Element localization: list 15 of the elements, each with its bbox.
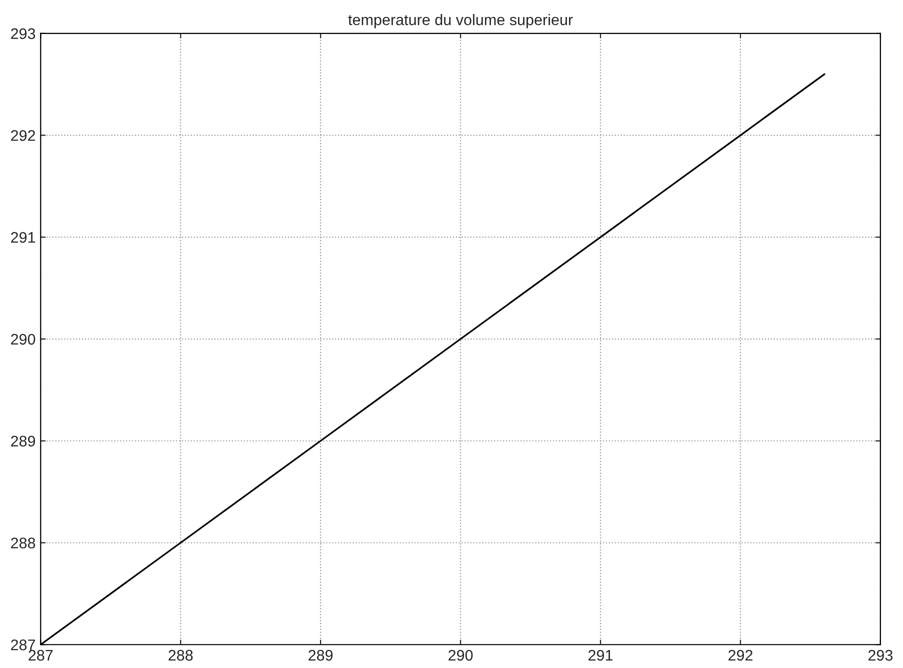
x-tick-label: 290 (448, 650, 473, 661)
y-tick-label: 293 (11, 28, 36, 40)
x-tick-label: 289 (308, 650, 333, 661)
x-tick-label: 292 (728, 650, 752, 661)
y-tick-label: 292 (11, 130, 36, 141)
y-tick-label: 288 (11, 538, 36, 548)
x-tick-label: 291 (588, 650, 612, 661)
y-tick-label: 289 (11, 436, 36, 447)
y-tick-label: 290 (11, 334, 36, 345)
y-tick-label: 291 (11, 232, 36, 243)
chart-title: temperature du volume superieur (348, 14, 573, 28)
y-tick-label: 287 (11, 639, 36, 650)
x-tick-label: 287 (28, 650, 53, 661)
x-tick-label: 288 (168, 650, 193, 661)
x-tick-label: 293 (868, 650, 892, 661)
